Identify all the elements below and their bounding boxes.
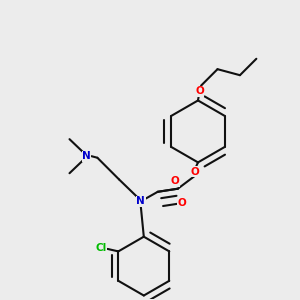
Text: O: O: [195, 86, 204, 96]
Text: O: O: [171, 176, 180, 186]
Text: N: N: [136, 196, 145, 206]
Text: N: N: [82, 151, 91, 161]
Text: O: O: [190, 167, 199, 177]
Text: Cl: Cl: [96, 243, 107, 253]
Text: O: O: [177, 198, 186, 208]
